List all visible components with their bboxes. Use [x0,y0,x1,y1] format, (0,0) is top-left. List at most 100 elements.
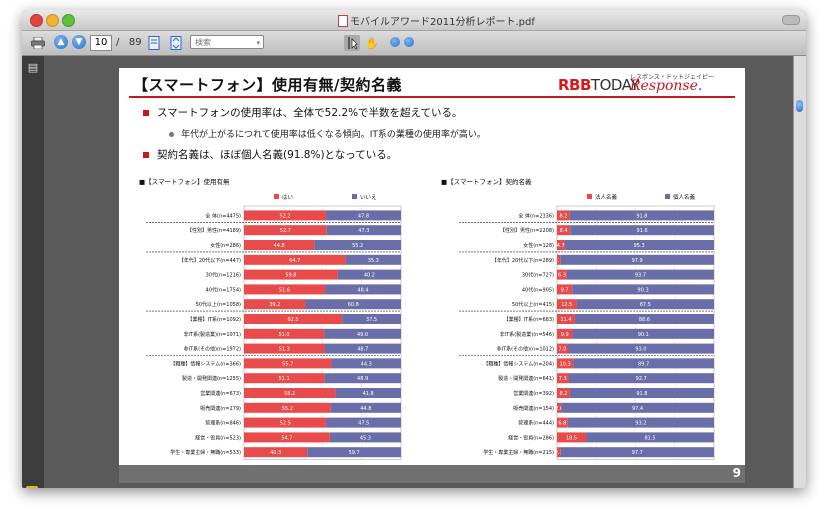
bar-segment-secondary [573,358,714,369]
legend-swatch [352,194,357,199]
bar-segment-primary [244,402,331,413]
category-label: 経営・役員(n=523) [195,434,241,441]
bullet-dot-icon [169,132,174,137]
response-logo-subtitle: レスポンス・ドットジェイピー [630,74,714,81]
data-label: 49.0 [357,332,368,338]
bar-segment-secondary [314,240,401,250]
window-title: モバイルアワード2011分析レポート.pdf [350,17,535,28]
bar-segment-secondary [560,447,714,458]
data-label: 91.8 [636,213,647,219]
next-page-button[interactable]: ▼ [72,35,86,51]
bar-segment-secondary [574,314,714,324]
bar-segment-secondary [326,225,401,236]
previous-page-button[interactable]: ▲ [54,35,68,51]
bar-segment-primary [244,447,308,458]
rbbtoday-logo: RBBTODAY [558,76,639,94]
rbb-logo-text: RBB [558,76,591,94]
data-label: 4.7 [557,243,565,249]
legend-label: 法人名義 [595,193,618,201]
category-label: 女性(n=128) [523,242,554,249]
bar-segment-primary [244,328,325,339]
data-label: 97.9 [632,258,643,264]
data-label: 40.2 [364,273,375,279]
close-window-button[interactable] [30,14,43,27]
data-label: 8.4 [560,228,568,234]
bar-segment-secondary [569,388,714,398]
data-label: 64.7 [289,258,300,264]
data-label: 7.0 [559,347,567,353]
toolbar: ▲ ▼ 10 / 89 検索 ▾ ✋ [22,31,806,56]
today-logo-text: TODAY [590,76,640,94]
legend-label: 個人名義 [673,193,696,201]
data-label: 2.3 [555,450,563,456]
data-label: 48.9 [357,376,368,382]
category-label: 学生・専業主婦・無職(n=533) [170,449,241,456]
bar-segment-primary [557,299,577,310]
bullet-contract-name: 契約名義は、ほぼ個人名義(91.8%)となっている。 [157,149,398,161]
data-label: 45.3 [360,435,371,441]
bar-segment-secondary [326,417,401,428]
hand-tool-icon[interactable]: ✋ [365,36,379,50]
data-label: 2.6 [555,406,563,412]
category-label: 全 体(n=2336) [518,212,554,219]
data-label: 95.3 [634,243,645,249]
data-label: 55.7 [282,361,293,367]
page-number: 9 [732,466,741,480]
data-label: 93.0 [635,347,646,353]
category-label: 40代(n=905) [522,286,554,293]
bar-segment-primary [557,269,567,280]
minimize-window-button[interactable] [46,14,59,27]
zoom-out-icon [390,37,400,47]
zoom-in-button[interactable] [404,35,414,51]
data-label: 48.7 [357,347,368,353]
category-label: 営業関連(n=673) [200,390,241,397]
data-label: 62.5 [287,317,298,323]
scroll-thumb[interactable] [796,100,803,112]
toolbar-toggle-button[interactable] [782,15,800,25]
zoom-window-button[interactable] [62,14,75,27]
single-page-view-icon[interactable] [146,35,162,51]
bar-segment-secondary [324,373,401,384]
arrow-down-icon: ▼ [72,35,86,49]
title-bar[interactable]: モバイルアワード2011分析レポート.pdf [22,10,806,31]
data-label: 44.8 [360,406,371,412]
category-label: 女性(n=286) [210,242,241,249]
pdf-page: 【スマートフォン】使用有無/契約名義 RBBTODAY レスポンス・ドットジェイ… [119,68,745,483]
data-label: 52.7 [280,228,291,234]
bar-segment-primary [557,417,568,428]
text-select-tool-icon[interactable] [344,35,360,51]
data-label: 51.3 [279,347,290,353]
data-label: 55.2 [352,243,363,249]
category-label: 非IT系(製造業)(n=546) [500,331,554,338]
category-label: 30代(n=727) [522,272,554,279]
comments-icon[interactable] [26,486,38,488]
search-field[interactable]: 検索 ▾ [190,35,264,49]
data-label: 88.6 [639,317,650,323]
bar-segment-primary [557,210,570,221]
category-label: 販売関連(n=154) [513,405,554,412]
zoom-in-icon [404,37,414,47]
usage-chart-svg: はい いいえ 52.2 47.8 全 体(n=4475) 52.7 47.3 【性別】男性(n… [146,194,408,472]
bar-segment-primary [557,328,573,339]
bar-segment-secondary [567,417,714,428]
zoom-out-button[interactable] [390,35,400,51]
data-label: 9.7 [561,287,569,293]
bar-segment-primary [244,240,315,250]
bar-segment-primary [557,373,569,384]
data-label: 97.4 [632,406,643,412]
page-number-input[interactable]: 10 [90,35,112,51]
thumbnails-icon[interactable]: ▤ [27,61,39,74]
category-label: 販売関連(n=279) [200,405,241,412]
bar-segment-secondary [330,402,401,413]
title-underline [129,96,735,98]
category-label: 【職種】情報システム(n=366) [170,360,241,367]
bar-segment-primary [244,210,326,221]
category-label: 非IT系(製造業)(n=1071) [184,331,241,338]
data-label: 54.7 [281,435,292,441]
bar-segment-secondary [586,432,714,443]
page-count: / 89 [116,37,142,48]
vertical-scrollbar[interactable] [793,56,806,488]
print-icon[interactable] [30,35,46,51]
bar-segment-secondary [345,254,401,265]
fit-page-icon[interactable] [168,35,184,51]
